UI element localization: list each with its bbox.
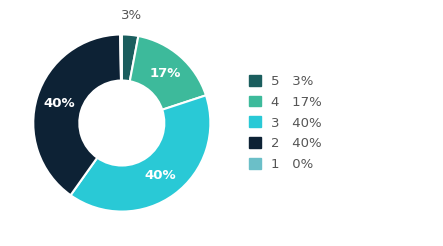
Wedge shape (122, 34, 138, 81)
Text: 40%: 40% (43, 97, 75, 110)
Wedge shape (120, 34, 122, 80)
Wedge shape (70, 95, 210, 212)
Legend: 5   3%, 4   17%, 3   40%, 2   40%, 1   0%: 5 3%, 4 17%, 3 40%, 2 40%, 1 0% (244, 69, 327, 177)
Text: 40%: 40% (145, 169, 177, 182)
Text: 17%: 17% (149, 67, 181, 80)
Wedge shape (33, 34, 121, 195)
Wedge shape (130, 36, 206, 110)
Text: 3%: 3% (121, 9, 143, 22)
